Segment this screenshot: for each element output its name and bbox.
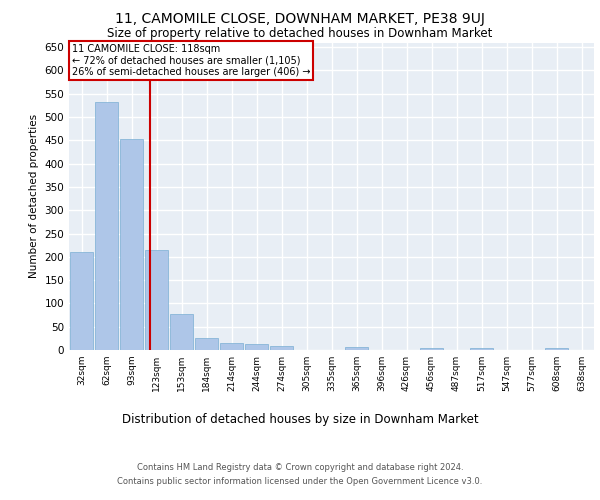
- Bar: [170, 314, 193, 350]
- Text: Contains public sector information licensed under the Open Government Licence v3: Contains public sector information licen…: [118, 478, 482, 486]
- Bar: [145, 250, 169, 350]
- Text: 11, CAMOMILE CLOSE, DOWNHAM MARKET, PE38 9UJ: 11, CAMOMILE CLOSE, DOWNHAM MARKET, PE38…: [115, 12, 485, 26]
- Text: Size of property relative to detached houses in Downham Market: Size of property relative to detached ho…: [107, 28, 493, 40]
- Text: Contains HM Land Registry data © Crown copyright and database right 2024.: Contains HM Land Registry data © Crown c…: [137, 462, 463, 471]
- Bar: [194, 338, 218, 350]
- Y-axis label: Number of detached properties: Number of detached properties: [29, 114, 39, 278]
- Bar: [269, 346, 293, 350]
- Bar: [419, 348, 443, 350]
- Bar: [245, 344, 268, 350]
- Bar: [95, 102, 118, 350]
- Text: Distribution of detached houses by size in Downham Market: Distribution of detached houses by size …: [122, 412, 478, 426]
- Bar: [470, 348, 493, 350]
- Bar: [545, 348, 568, 350]
- Bar: [344, 347, 368, 350]
- Bar: [220, 343, 244, 350]
- Bar: [70, 252, 94, 350]
- Text: 11 CAMOMILE CLOSE: 118sqm
← 72% of detached houses are smaller (1,105)
26% of se: 11 CAMOMILE CLOSE: 118sqm ← 72% of detac…: [71, 44, 310, 77]
- Bar: [119, 140, 143, 350]
